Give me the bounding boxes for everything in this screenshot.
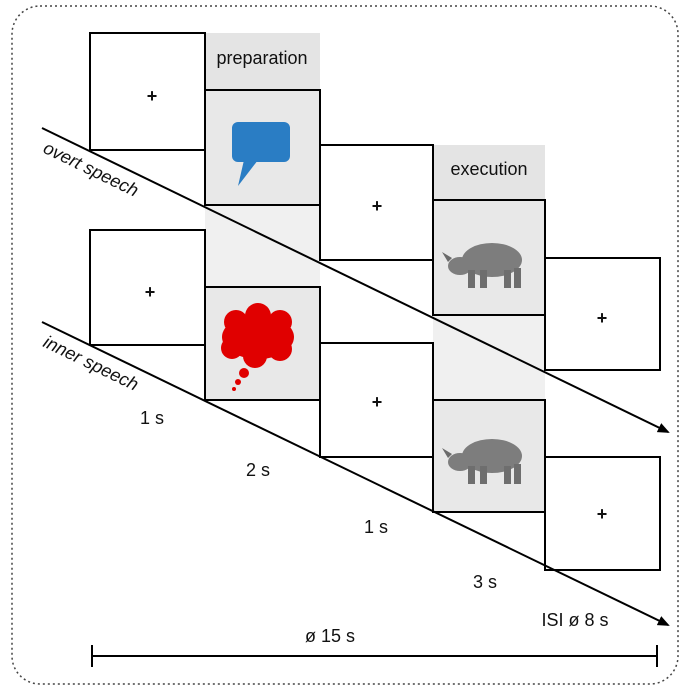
total-label: ø 15 s <box>305 626 355 646</box>
diagram: preparation execution + + + + + + overt … <box>0 0 684 688</box>
fixation-cross: + <box>145 282 156 302</box>
fixation-cross: + <box>597 504 608 524</box>
phase-label: preparation <box>216 48 307 68</box>
fixation-cross: + <box>597 308 608 328</box>
duration-label: 1 s <box>364 517 388 537</box>
duration-label: 3 s <box>473 572 497 592</box>
fixation-cross: + <box>372 196 383 216</box>
duration-label: 1 s <box>140 408 164 428</box>
duration-label: 2 s <box>246 460 270 480</box>
phase-label: execution <box>450 159 527 179</box>
fixation-cross: + <box>147 86 158 106</box>
fixation-cross: + <box>372 392 383 412</box>
isi-label: ISI ø 8 s <box>541 610 608 630</box>
